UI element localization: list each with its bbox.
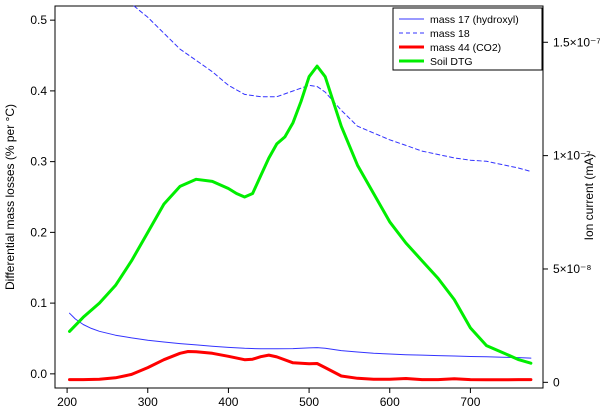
series-line-mass-44-co2 (68, 350, 533, 382)
y-tick-label: 0.1 (30, 296, 47, 310)
y-tick-label: 0.0 (30, 367, 47, 381)
series-line-mass-17-hydroxyl (69, 312, 532, 359)
x-tick-label: 200 (57, 395, 77, 409)
y-tick-label: 0.2 (30, 225, 47, 239)
y2-tick-label: 1×10⁻⁷ (553, 149, 591, 163)
x-tick-label: 600 (380, 395, 400, 409)
legend: mass 17 (hydroxyl) mass 18 mass 44 (CO2) So… (392, 7, 543, 71)
series-layer (68, 5, 533, 382)
y2-axis-title: Ion current (mA) (582, 154, 596, 241)
x-tick-label: 500 (299, 395, 319, 409)
y-tick-label: 0.5 (30, 13, 47, 27)
y2-tick-label: 5×10⁻⁸ (553, 262, 591, 276)
series-line-mass-18 (133, 5, 532, 172)
y-axis-title: Differential mass losses (% per °C) (3, 104, 17, 290)
series-line-soil-dtg (68, 64, 533, 365)
x-tick-label: 300 (138, 395, 158, 409)
legend-label: mass 18 (430, 28, 470, 40)
legend-label: Soil DTG (430, 56, 473, 68)
y-tick-label: 0.3 (30, 155, 47, 169)
y-tick-label: 0.4 (30, 84, 47, 98)
x-tick-label: 400 (218, 395, 238, 409)
y2-tick-label: 1.5×10⁻⁷ (553, 35, 600, 49)
legend-label: mass 44 (CO2) (430, 42, 501, 54)
axes: 200 300 400 500 600 700 0.0 0.1 0.2 0.3 0.4 0.5 0 5×1… (30, 13, 600, 409)
legend-label: mass 17 (hydroxyl) (430, 14, 519, 26)
x-tick-label: 700 (460, 395, 480, 409)
y2-tick-label: 0 (553, 375, 560, 389)
plot-frame (54, 5, 544, 389)
